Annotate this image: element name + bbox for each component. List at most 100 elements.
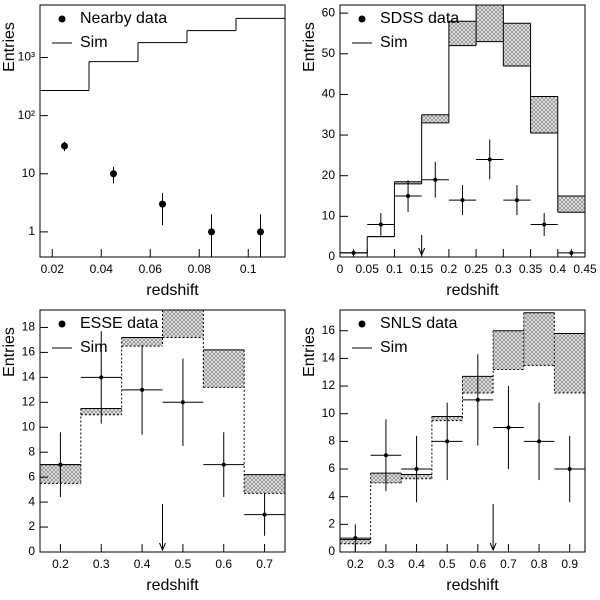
y-tick-label: 4: [28, 494, 35, 508]
x-tick-label: 0.4: [549, 262, 566, 276]
x-tick-label: 0.4: [134, 557, 151, 571]
data-point: [406, 194, 411, 199]
plot-frame: [39, 309, 286, 553]
x-tick-label: 0.2: [441, 262, 458, 276]
y-tick-label: 4: [328, 489, 335, 503]
legend-marker: [358, 15, 366, 23]
legend-label: Sim: [80, 339, 108, 356]
sim-band: [476, 5, 504, 42]
y-axis-label: Entries: [301, 327, 318, 377]
y-tick-label: 12: [322, 378, 336, 392]
legend-label: Sim: [380, 339, 408, 356]
x-tick-label: 0.04: [90, 262, 114, 276]
data-point: [257, 228, 264, 236]
sim-band: [557, 196, 585, 213]
x-tick-label: 0.1: [386, 262, 403, 276]
y-tick-label: 10²: [18, 108, 35, 122]
x-tick-label: 0.3: [495, 262, 512, 276]
x-tick-label: 0.8: [531, 557, 548, 571]
sim-band: [203, 349, 245, 388]
sim-band: [554, 333, 585, 393]
data-point: [414, 467, 419, 472]
y-tick-label: 60: [322, 5, 336, 19]
cut-arrow: [159, 504, 166, 552]
x-tick-label: 0.7: [500, 557, 517, 571]
data-point: [110, 170, 117, 178]
data-point: [383, 453, 388, 458]
x-tick-label: 0: [337, 262, 344, 276]
sim-band: [421, 114, 449, 123]
y-tick-label: 6: [328, 461, 335, 475]
data-point: [99, 375, 104, 380]
y-tick-label: 6: [28, 469, 35, 483]
data-point: [58, 462, 63, 467]
data-point: [569, 250, 574, 255]
x-tick-label: 0.25: [464, 262, 488, 276]
x-axis-label: redshift: [446, 282, 499, 299]
sim-band: [503, 23, 531, 66]
sim-band: [523, 312, 555, 366]
x-tick-label: 0.6: [215, 557, 232, 571]
x-tick-label: 0.9: [561, 557, 578, 571]
x-tick-label: 0.2: [52, 557, 69, 571]
x-tick-label: 0.3: [93, 557, 110, 571]
sim-band: [121, 337, 163, 347]
x-tick-label: 0.4: [408, 557, 425, 571]
y-tick-label: 0: [28, 544, 35, 558]
legend-marker: [358, 320, 366, 328]
y-tick-label: 50: [322, 46, 336, 60]
y-tick-label: 12: [22, 394, 36, 408]
legend-label: Sim: [80, 34, 108, 51]
x-axis-label: redshift: [146, 282, 199, 299]
x-tick-label: 0.6: [469, 557, 486, 571]
x-tick-label: 0.3: [378, 557, 395, 571]
data-point: [537, 439, 542, 444]
sim-band: [448, 21, 477, 46]
data-point: [460, 198, 465, 203]
legend-label: Sim: [380, 34, 408, 51]
x-tick-label: 0.5: [439, 557, 456, 571]
data-point: [506, 425, 511, 430]
data-point: [180, 400, 185, 405]
x-tick-label: 0.5: [175, 557, 192, 571]
data-point: [567, 467, 572, 472]
y-tick-label: 10: [22, 166, 36, 180]
legend-label: ESSE data: [80, 315, 158, 332]
x-tick-label: 0.15: [410, 262, 434, 276]
x-tick-label: 0.1: [240, 262, 257, 276]
x-tick-label: 0.08: [188, 262, 212, 276]
data-point: [353, 536, 358, 541]
data-point: [475, 397, 480, 402]
y-tick-label: 10³: [18, 50, 35, 64]
data-point: [351, 250, 356, 255]
data-point: [542, 222, 547, 227]
y-tick-label: 16: [322, 323, 336, 337]
y-axis-label: Entries: [301, 22, 318, 72]
y-tick-label: 2: [28, 519, 35, 533]
x-axis-label: redshift: [146, 577, 199, 594]
sim-band: [530, 96, 558, 134]
y-tick-label: 20: [322, 168, 336, 182]
plot-frame: [39, 4, 286, 258]
legend-label: SNLS data: [380, 315, 457, 332]
data-point: [159, 200, 166, 208]
legend-label: Nearby data: [80, 10, 167, 27]
data-point: [140, 387, 145, 392]
y-tick-label: 10: [322, 209, 336, 223]
plot-frame: [339, 309, 586, 553]
legend-marker: [58, 15, 66, 23]
y-tick-label: 40: [322, 87, 336, 101]
y-tick-label: 10: [22, 419, 36, 433]
y-tick-label: 18: [22, 320, 36, 334]
data-point: [514, 198, 519, 203]
plot-frame: [339, 4, 586, 258]
y-tick-label: 1: [28, 224, 35, 238]
data-point: [221, 462, 226, 467]
sim-band: [162, 310, 204, 338]
y-tick-label: 14: [22, 370, 36, 384]
legend-marker: [58, 320, 66, 328]
sim-band: [244, 474, 285, 494]
y-tick-label: 30: [322, 127, 336, 141]
x-tick-label: 0.35: [519, 262, 543, 276]
